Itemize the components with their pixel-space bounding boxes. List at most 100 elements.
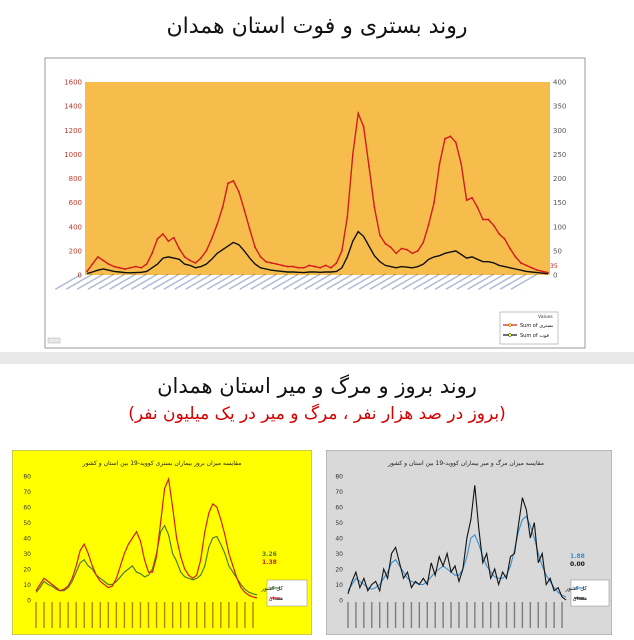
- data-point: [91, 263, 94, 266]
- data-point: [362, 125, 365, 128]
- x-tick-mark: [315, 273, 343, 290]
- x-tick-mark: [76, 273, 104, 290]
- data-point: [270, 262, 273, 264]
- data-point: [406, 248, 408, 251]
- x-tick-mark: [412, 273, 440, 290]
- data-point: [286, 265, 289, 268]
- y2-tick-label: 0: [553, 272, 557, 280]
- x-tick-mark: [458, 602, 460, 628]
- series-line-2: [347, 485, 567, 601]
- plot-area: [85, 82, 550, 275]
- x-tick-mark: [83, 602, 85, 628]
- data-point: [525, 264, 528, 267]
- data-point: [357, 112, 360, 115]
- x-tick-mark: [220, 602, 222, 628]
- x-tick-mark: [426, 602, 428, 628]
- series-line-2: [86, 230, 549, 275]
- x-tick-mark: [347, 602, 349, 628]
- y2-tick-label: 250: [553, 151, 566, 159]
- x-tick-mark: [553, 602, 555, 628]
- legend-label: همدان: [268, 596, 283, 602]
- incidence-comparison-chart: 0 10 20 30 40 50 60 70 80 مقایسه میزان بروز بیمار…: [12, 450, 312, 635]
- x-tick-mark: [521, 602, 524, 628]
- x-tick-mark: [67, 602, 69, 628]
- data-point: [118, 266, 121, 269]
- data-point: [162, 233, 164, 235]
- x-tick-mark: [545, 602, 547, 628]
- data-point: [373, 206, 376, 209]
- x-tick-mark: [510, 273, 538, 290]
- x-tick-mark: [98, 273, 126, 290]
- y2-tick-label: 400: [553, 79, 566, 87]
- x-tick-mark: [130, 273, 158, 290]
- x-tick-mark: [271, 273, 299, 290]
- legend-label: کل کشور: [564, 585, 587, 592]
- y2-tick-label: 200: [553, 175, 566, 183]
- x-tick-mark: [75, 602, 77, 628]
- bottom-section-title: روند بروز و مرگ و میر استان همدان: [157, 374, 477, 398]
- data-point: [476, 206, 479, 209]
- legend-label: کل کشور: [260, 585, 283, 592]
- x-tick-mark: [55, 273, 82, 290]
- data-point: [351, 153, 354, 156]
- x-tick-mark: [497, 602, 500, 628]
- chart-title: مقایسه میزان مرگ و میر بیماران کووید-19 …: [387, 458, 544, 467]
- y-tick-label: 20: [23, 567, 31, 574]
- x-tick-mark: [250, 273, 277, 290]
- x-tick-mark: [109, 273, 136, 290]
- x-tick-mark: [163, 602, 166, 628]
- data-point: [237, 190, 240, 193]
- x-tick-mark: [107, 602, 110, 628]
- data-point: [341, 249, 343, 252]
- data-point: [547, 271, 549, 274]
- data-point: [416, 249, 419, 252]
- data-point: [194, 262, 197, 264]
- data-point: [438, 163, 441, 165]
- top-panel: روند بستری و فوت استان همدان 0 200 400 600 8…: [44, 14, 586, 349]
- x-tick-mark: [450, 602, 452, 628]
- legend-box: [499, 311, 559, 345]
- data-point: [216, 223, 219, 226]
- y-tick-label: 0: [78, 272, 82, 280]
- data-point: [254, 246, 257, 249]
- data-point: [422, 241, 425, 244]
- y-tick-label: 30: [335, 551, 343, 558]
- x-tick-mark: [304, 273, 332, 290]
- data-point: [313, 265, 316, 268]
- data-point: [449, 135, 452, 138]
- x-tick-mark: [402, 273, 429, 290]
- x-tick-mark: [467, 273, 494, 290]
- bottom-section-subtitle: (بروز در صد هزار نفر ، مرگ و میر در یک م…: [128, 404, 506, 424]
- data-point: [433, 201, 436, 204]
- y-tick-label: 50: [335, 520, 343, 527]
- y-tick-label: 800: [69, 175, 82, 183]
- data-point: [482, 218, 484, 221]
- x-tick-mark: [252, 602, 254, 628]
- x-tick-mark: [326, 273, 353, 290]
- data-point: [156, 237, 159, 240]
- data-point: [102, 259, 105, 262]
- data-point: [151, 252, 153, 255]
- data-point: [330, 266, 332, 269]
- y-tick-label: 10: [335, 582, 343, 589]
- end-value-label: 35: [550, 263, 558, 270]
- x-tick-mark: [371, 602, 373, 628]
- axis-field-button: [47, 337, 61, 344]
- data-point: [519, 262, 522, 264]
- x-tick-mark: [204, 602, 206, 628]
- legend-box: [266, 579, 308, 607]
- x-tick-mark: [347, 273, 375, 290]
- y-tick-label: 1400: [64, 103, 82, 111]
- data-point: [427, 223, 430, 226]
- data-point: [536, 269, 539, 272]
- y2-tick-label: 350: [553, 103, 566, 111]
- y2-tick-label: 150: [553, 199, 566, 207]
- series-line-1: [35, 524, 258, 596]
- data-point: [140, 266, 143, 269]
- legend-marker: [508, 333, 512, 337]
- legend-box: [570, 579, 610, 607]
- x-tick-mark: [152, 273, 180, 290]
- data-point: [221, 206, 224, 209]
- series-line-2: [35, 476, 258, 599]
- x-tick-mark: [293, 273, 321, 290]
